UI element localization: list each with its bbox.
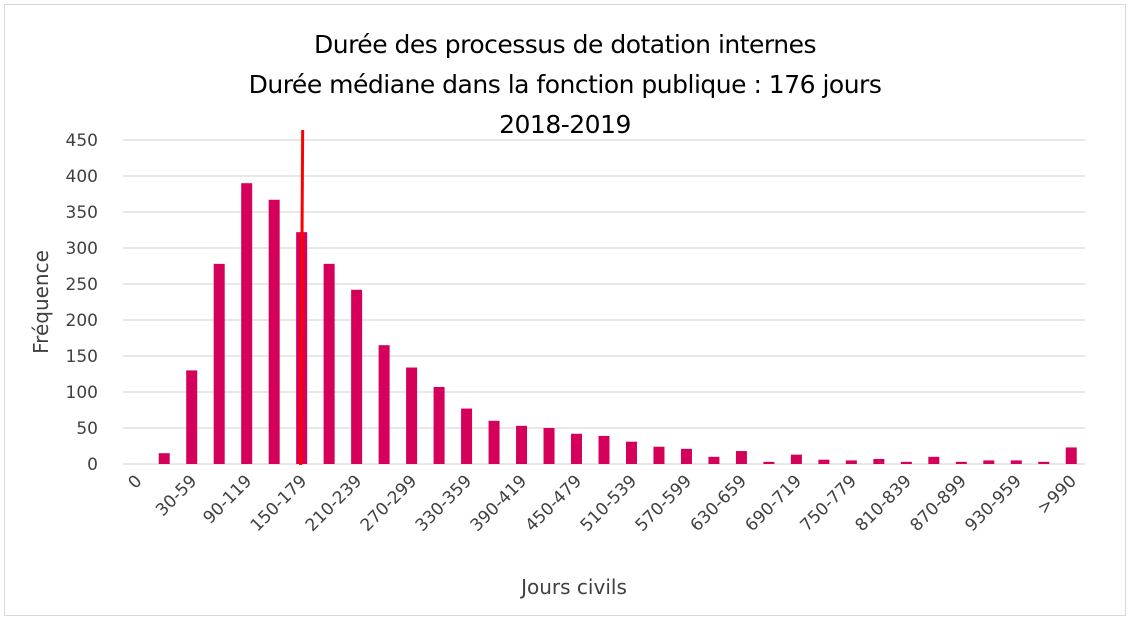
chart-title-line-2: Durée médiane dans la fonction publique …: [248, 70, 882, 99]
y-tick-label: 100: [66, 383, 98, 403]
y-tick-label: 300: [66, 239, 98, 259]
y-tick-label: 250: [66, 275, 98, 295]
bar->990: [1065, 447, 1077, 464]
bar-30-59: [186, 370, 198, 464]
bar-420-449: [543, 428, 555, 464]
bar-900-929: [983, 460, 995, 464]
bar-390-419: [516, 425, 528, 464]
x-tick-label: 450-479: [522, 471, 586, 535]
bar-690-719: [790, 454, 802, 464]
bar-180-209: [323, 263, 335, 464]
y-tick-label: 200: [66, 311, 98, 331]
bar-630-659: [735, 451, 747, 464]
x-tick-label: 870-899: [906, 471, 970, 535]
bar-720-749: [818, 459, 830, 464]
x-tick-label: 510-539: [577, 471, 641, 535]
bar-480-509: [598, 435, 610, 464]
bar-240-269: [378, 345, 390, 464]
x-tick-label: 810-839: [852, 471, 916, 535]
bar-360-389: [488, 420, 500, 464]
y-tick-label: 50: [76, 419, 98, 439]
bar-1-29: [158, 453, 170, 464]
x-tick-label: 390-419: [467, 471, 531, 535]
y-axis-label: Fréquence: [29, 250, 53, 354]
bar-750-779: [845, 460, 857, 464]
x-tick-label: 570-599: [632, 471, 696, 535]
chart-title-line-1: Durée des processus de dotation internes: [313, 30, 817, 59]
bar-450-479: [571, 433, 583, 464]
x-tick-label: 750-779: [797, 471, 861, 535]
bar-600-629: [708, 456, 720, 464]
y-tick-label: 150: [66, 347, 98, 367]
bar-840-869: [928, 456, 940, 464]
chart-frame: [4, 4, 1126, 616]
bar-210-239: [351, 289, 363, 464]
x-tick-label: 30-59: [152, 471, 201, 520]
bar-540-569: [653, 446, 665, 464]
bar-810-839: [900, 461, 912, 464]
chart-title-line-3: 2018-2019: [499, 110, 631, 139]
bar-870-899: [955, 461, 967, 464]
bar-330-359: [461, 408, 473, 464]
bar-120-149: [268, 199, 280, 464]
bar-660-689: [763, 461, 775, 464]
bar-570-599: [680, 448, 692, 464]
bar-930-959: [1010, 460, 1022, 464]
bar-510-539: [625, 441, 637, 464]
bar-90-119: [241, 183, 253, 464]
x-tick-label: 930-959: [961, 471, 1025, 535]
x-tick-label: 210-239: [302, 471, 366, 535]
y-tick-label: 400: [66, 167, 98, 187]
x-tick-label: 0: [124, 471, 146, 493]
bar-270-299: [406, 367, 418, 464]
bar-60-89: [213, 263, 225, 464]
y-tick-label: 450: [66, 131, 98, 151]
bar-780-809: [873, 458, 885, 464]
y-tick-label: 0: [87, 455, 98, 475]
x-tick-label: 630-659: [687, 471, 751, 535]
bar-960-989: [1038, 461, 1050, 464]
x-tick-label: 330-359: [412, 471, 476, 535]
x-tick-label: 690-719: [742, 471, 806, 535]
median-line: [299, 129, 305, 466]
x-tick-label: >990: [1034, 471, 1081, 518]
y-tick-label: 350: [66, 203, 98, 223]
x-tick-label: 270-299: [357, 471, 421, 535]
x-tick-label: 150-179: [247, 471, 311, 535]
bar-300-329: [433, 386, 445, 464]
x-axis-label: Jours civils: [519, 575, 627, 599]
